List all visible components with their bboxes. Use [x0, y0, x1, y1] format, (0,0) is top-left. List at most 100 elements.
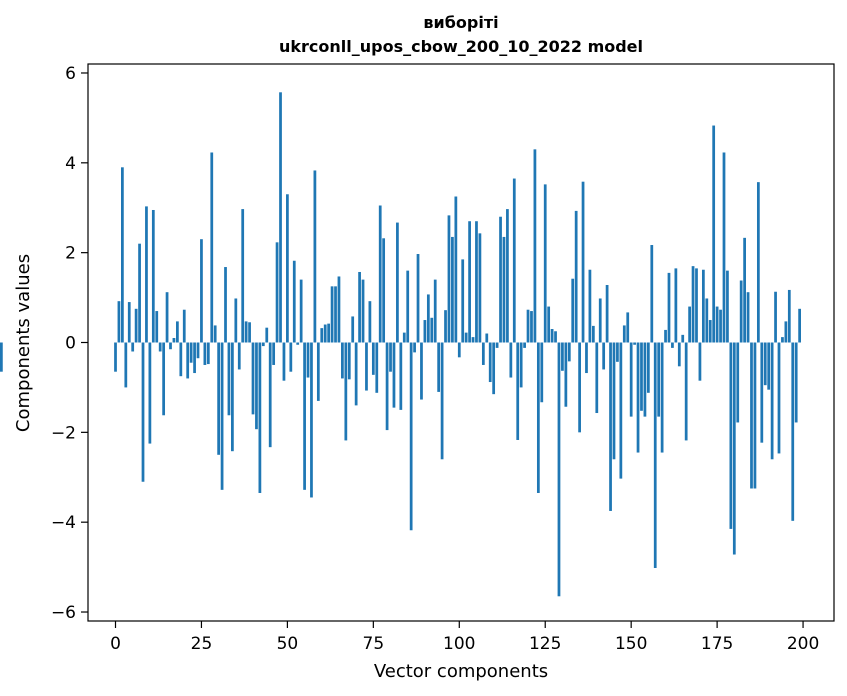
- bar: [279, 92, 282, 343]
- bar: [506, 209, 509, 343]
- bar: [141, 342, 145, 482]
- bar: [550, 329, 554, 343]
- bar: [657, 342, 661, 417]
- bar: [653, 342, 657, 568]
- y-tick-label: 0: [65, 334, 76, 354]
- bar: [365, 342, 368, 391]
- bar: [206, 342, 210, 365]
- bar: [406, 270, 410, 343]
- bar: [626, 312, 630, 343]
- bar: [182, 309, 186, 343]
- bar: [457, 342, 461, 358]
- bar: [468, 221, 471, 343]
- bar: [536, 342, 540, 493]
- bar: [561, 342, 564, 371]
- y-tick-label: −6: [51, 603, 76, 623]
- x-tick-label: 200: [787, 634, 819, 654]
- bar: [708, 320, 712, 343]
- bar: [327, 323, 331, 343]
- bar: [612, 342, 616, 460]
- bar: [258, 342, 262, 493]
- bar: [282, 342, 286, 381]
- bar: [444, 310, 447, 343]
- bar: [347, 342, 351, 380]
- bar: [616, 342, 619, 362]
- bar: [478, 233, 482, 343]
- bar: [121, 167, 124, 343]
- bar: [763, 342, 767, 386]
- bar: [756, 182, 760, 343]
- bar: [719, 309, 722, 343]
- bar: [430, 317, 434, 343]
- bar: [392, 342, 396, 408]
- bar: [193, 342, 196, 374]
- bar: [200, 239, 203, 343]
- bar: [145, 206, 148, 343]
- bar: [571, 278, 575, 343]
- bar: [781, 337, 784, 343]
- bar: [303, 342, 306, 490]
- bar: [117, 301, 121, 343]
- bar: [671, 342, 674, 348]
- bar: [248, 322, 251, 343]
- bar: [629, 342, 633, 417]
- bar: [646, 342, 650, 393]
- bar: [237, 342, 241, 370]
- bar: [224, 267, 227, 343]
- bar: [688, 306, 691, 343]
- bar: [313, 170, 317, 343]
- x-tick-label: 150: [615, 634, 647, 654]
- bar: [523, 342, 526, 348]
- bar: [451, 236, 454, 343]
- bar: [722, 152, 726, 343]
- bar: [681, 334, 685, 343]
- y-tick-label: 6: [65, 64, 76, 84]
- bar: [526, 309, 530, 343]
- bar: [650, 245, 654, 343]
- bar: [530, 311, 533, 343]
- bar: [664, 329, 667, 343]
- bar: [385, 342, 389, 431]
- bar: [420, 342, 423, 400]
- bar: [330, 286, 334, 343]
- bar: [753, 342, 757, 489]
- bar: [622, 325, 626, 343]
- bar: [509, 342, 513, 378]
- bar: [581, 181, 585, 343]
- bar: [138, 243, 141, 343]
- bar: [299, 279, 303, 343]
- bar: [533, 149, 537, 343]
- bar: [155, 311, 159, 343]
- bar: [213, 325, 217, 343]
- bar: [114, 342, 117, 372]
- bar: [767, 342, 771, 390]
- bar: [512, 178, 516, 343]
- bar: [210, 152, 214, 343]
- bar: [677, 342, 681, 367]
- bar: [787, 289, 791, 343]
- bar: [165, 292, 169, 343]
- bar: [770, 342, 774, 460]
- bar: [461, 259, 465, 343]
- bar: [578, 342, 581, 433]
- bar: [134, 308, 138, 343]
- bar: [268, 342, 272, 448]
- bar: [399, 342, 403, 410]
- bar: [337, 276, 341, 343]
- bar: [609, 342, 612, 511]
- bar: [798, 308, 801, 343]
- bar: [588, 269, 592, 343]
- bar: [409, 342, 413, 531]
- bar: [244, 321, 248, 343]
- bar: [447, 215, 451, 343]
- x-tick-label: 175: [701, 634, 733, 654]
- bar: [736, 342, 740, 423]
- bar: [323, 324, 327, 343]
- bar: [554, 331, 557, 343]
- bar: [540, 342, 544, 403]
- bar: [567, 342, 571, 362]
- bar: [227, 342, 231, 416]
- bar: [674, 268, 678, 343]
- bar: [382, 238, 386, 343]
